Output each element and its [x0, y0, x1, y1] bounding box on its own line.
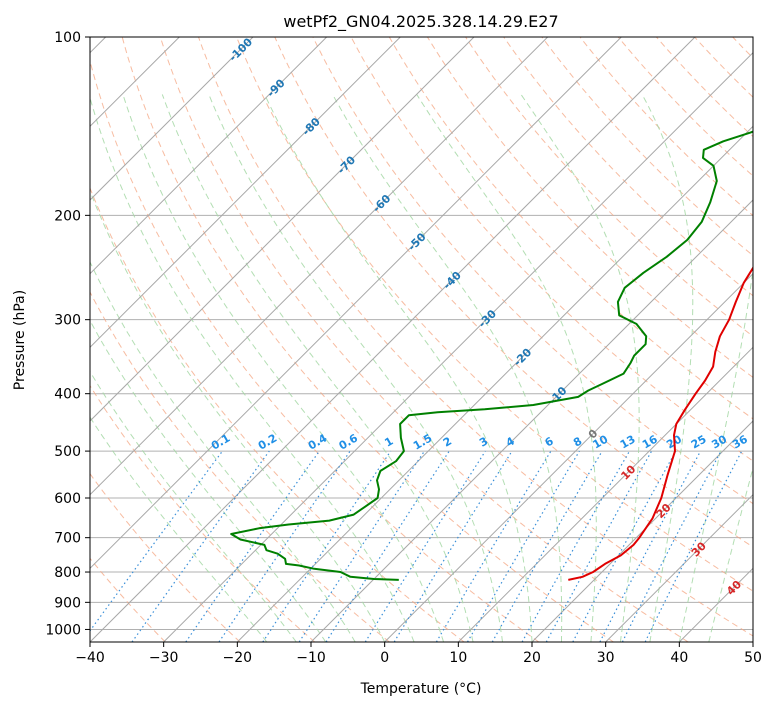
y-tick-label: 900 — [54, 595, 81, 611]
background-lines — [90, 37, 775, 642]
dry-adiabat-line — [503, 37, 753, 297]
dry-adiabat-line — [771, 37, 775, 642]
moist-adiabat-line — [708, 466, 753, 642]
plot-area — [90, 37, 753, 642]
y-axis-label: Pressure (hPa) — [12, 290, 28, 390]
moist-adiabat-line — [520, 94, 640, 642]
mixing-ratio-line — [572, 450, 677, 642]
dry-adiabat-line — [426, 37, 753, 378]
isotherm-line — [531, 420, 753, 642]
dry-adiabat-line — [274, 37, 753, 548]
mixing-ratio-line — [466, 450, 580, 642]
isotherm-line — [457, 346, 753, 642]
y-tick-label: 700 — [54, 531, 81, 547]
x-tick-label: −20 — [223, 650, 253, 666]
x-tick-label: −40 — [75, 650, 105, 666]
y-tick-label: 1000 — [45, 622, 81, 638]
y-tick-label: 500 — [54, 444, 81, 460]
x-tick-label: −30 — [149, 650, 179, 666]
isotherm-line — [310, 199, 753, 642]
x-axis-label: Temperature (°C) — [360, 681, 482, 697]
isotherm-line — [90, 37, 549, 496]
x-tick-label: 10 — [449, 650, 467, 666]
dry-adiabat-line — [236, 37, 753, 592]
isotherm-line — [90, 37, 328, 275]
plot-background — [90, 37, 753, 642]
axes: −40 −30 −20 −10 0 10 20 30 40 50 100 200 300 400 500 60… — [45, 30, 762, 666]
mixing-ratio-line — [185, 450, 320, 642]
temperature-trace — [568, 266, 753, 581]
mixing-ratio-line — [325, 450, 450, 642]
moist-adiabat-line — [90, 189, 386, 642]
y-tick-label: 200 — [54, 208, 81, 224]
dry-adiabat-line — [90, 59, 540, 642]
mixing-ratio-line — [435, 450, 552, 642]
isotherm-line — [90, 37, 622, 570]
x-tick-label: 40 — [670, 650, 688, 666]
mixing-ratio-line — [131, 450, 270, 642]
moist-adiabat-line — [90, 416, 268, 642]
dry-adiabat-line — [198, 37, 753, 637]
moist-adiabat-line — [264, 94, 533, 642]
moist-adiabat-line — [90, 96, 415, 642]
mixing-ratio-line — [364, 450, 486, 642]
isotherm-line — [90, 37, 696, 642]
x-tick-label: −10 — [296, 650, 326, 666]
mixing-ratio-line — [545, 450, 653, 642]
isotherm-line — [90, 37, 475, 422]
mixing-ratio-line — [491, 450, 603, 642]
isotherm-line — [752, 641, 753, 642]
moist-adiabat-line — [90, 370, 297, 642]
isotherm-line — [605, 493, 753, 642]
isotherm-line — [384, 272, 753, 642]
moist-adiabat-line — [122, 94, 445, 642]
dry-adiabat-line — [90, 291, 390, 642]
moist-adiabat-line — [90, 260, 356, 642]
dewpoint-trace — [230, 130, 753, 581]
mixing-ratio-line — [298, 450, 425, 642]
dry-adiabat-line — [159, 37, 689, 642]
moist-adiabat-line — [90, 319, 327, 642]
dry-adiabat-line — [121, 37, 614, 642]
mixing-ratio-line — [521, 450, 631, 642]
chart-title: wetPf2_GN04.2025.328.14.29.E27 — [283, 12, 558, 32]
x-tick-label: 20 — [523, 650, 541, 666]
mixing-ratio-line — [90, 450, 223, 632]
moist-adiabat-line — [641, 94, 694, 642]
isotherm-line — [163, 51, 753, 642]
dry-adiabat-line — [617, 37, 753, 177]
dry-adiabat-line — [90, 186, 465, 642]
y-tick-label: 300 — [54, 313, 81, 329]
isotherm-line — [90, 37, 254, 201]
x-tick-label: 50 — [744, 650, 762, 666]
moist-adiabat-line — [161, 94, 474, 642]
y-tick-label: 800 — [54, 565, 81, 581]
x-tick-label: 0 — [380, 650, 389, 666]
moist-adiabat-line — [332, 94, 563, 642]
y-tick-label: 100 — [54, 30, 81, 46]
y-tick-label: 600 — [54, 491, 81, 507]
y-tick-label: 400 — [54, 387, 81, 403]
moist-adiabat-line — [678, 265, 753, 642]
plot-frame — [89, 36, 754, 643]
sounding-traces — [230, 130, 753, 581]
dry-adiabat-line — [312, 37, 753, 505]
isotherm-line — [236, 125, 753, 642]
isotherm-line — [90, 37, 401, 349]
mixing-ratio-line — [393, 450, 513, 642]
dry-adiabat-line — [388, 37, 753, 420]
dry-adiabat-line — [90, 384, 316, 642]
x-tick-label: 30 — [597, 650, 615, 666]
